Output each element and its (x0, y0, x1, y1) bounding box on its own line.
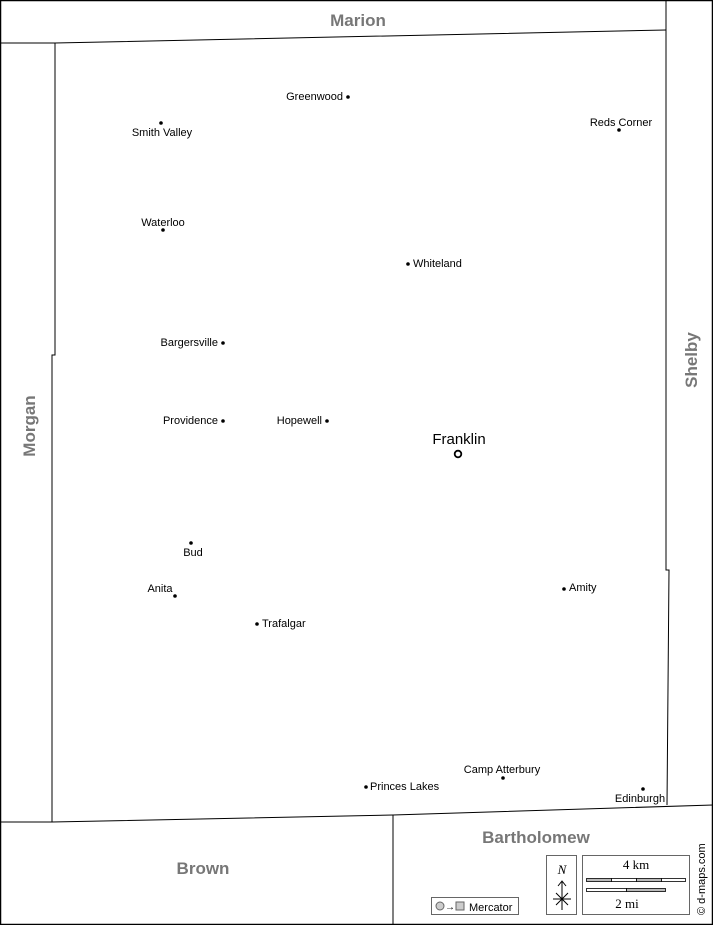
town[interactable]: Princes Lakes (364, 781, 440, 793)
svg-text:Whiteland: Whiteland (413, 258, 462, 270)
town[interactable]: Bargersville (161, 337, 225, 349)
svg-text:Bargersville: Bargersville (161, 337, 218, 349)
towns: Greenwood Smith Valley Reds Corner Water… (132, 91, 665, 805)
svg-text:Bud: Bud (183, 547, 203, 559)
svg-text:N: N (557, 862, 568, 877)
north-arrow: N (546, 855, 577, 915)
town[interactable]: Reds Corner (590, 117, 653, 132)
town[interactable]: Bud (183, 541, 203, 559)
town[interactable]: Anita (147, 583, 177, 598)
town[interactable]: Hopewell (277, 415, 329, 427)
svg-text:Princes Lakes: Princes Lakes (370, 781, 440, 793)
county-label-bartholomew: Bartholomew (482, 828, 590, 847)
town[interactable]: Edinburgh (615, 787, 665, 805)
credit: © d-maps.com (696, 843, 708, 915)
svg-text:Anita: Anita (147, 583, 173, 595)
svg-text:Camp Atterbury: Camp Atterbury (464, 764, 541, 776)
town[interactable]: Amity (562, 582, 597, 594)
svg-text:4 km: 4 km (623, 857, 649, 872)
circle-seat-icon (453, 449, 463, 459)
arrow-icon: → (445, 902, 455, 913)
svg-text:Amity: Amity (569, 582, 597, 594)
svg-text:Trafalgar: Trafalgar (262, 618, 306, 630)
svg-text:Franklin: Franklin (432, 431, 485, 448)
county-label-marion: Marion (330, 11, 386, 30)
town[interactable]: Trafalgar (255, 618, 306, 630)
svg-text:Waterloo: Waterloo (141, 217, 185, 229)
svg-text:Mercator: Mercator (469, 902, 513, 914)
county-label-morgan: Morgan (20, 395, 39, 456)
town[interactable]: Providence (163, 415, 225, 427)
county-seat-franklin[interactable]: Franklin (432, 431, 486, 459)
svg-text:Edinburgh: Edinburgh (615, 793, 665, 805)
svg-text:Hopewell: Hopewell (277, 415, 322, 427)
town[interactable]: Whiteland (406, 258, 462, 270)
projection-legend: → Mercator (431, 897, 519, 915)
town[interactable]: Waterloo (141, 217, 185, 232)
county-label-shelby: Shelby (682, 332, 701, 388)
town[interactable]: Camp Atterbury (464, 764, 541, 780)
county-label-brown: Brown (177, 859, 230, 878)
svg-text:Providence: Providence (163, 415, 218, 427)
svg-text:Reds Corner: Reds Corner (590, 117, 653, 129)
town[interactable]: Smith Valley (132, 121, 193, 139)
svg-text:Greenwood: Greenwood (286, 91, 343, 103)
circle-icon (435, 901, 445, 911)
svg-text:Smith Valley: Smith Valley (132, 127, 193, 139)
scale-bar: 4 km 2 mi (582, 855, 690, 915)
svg-text:2 mi: 2 mi (615, 896, 639, 911)
town[interactable]: Greenwood (286, 91, 350, 103)
square-icon (455, 901, 465, 911)
